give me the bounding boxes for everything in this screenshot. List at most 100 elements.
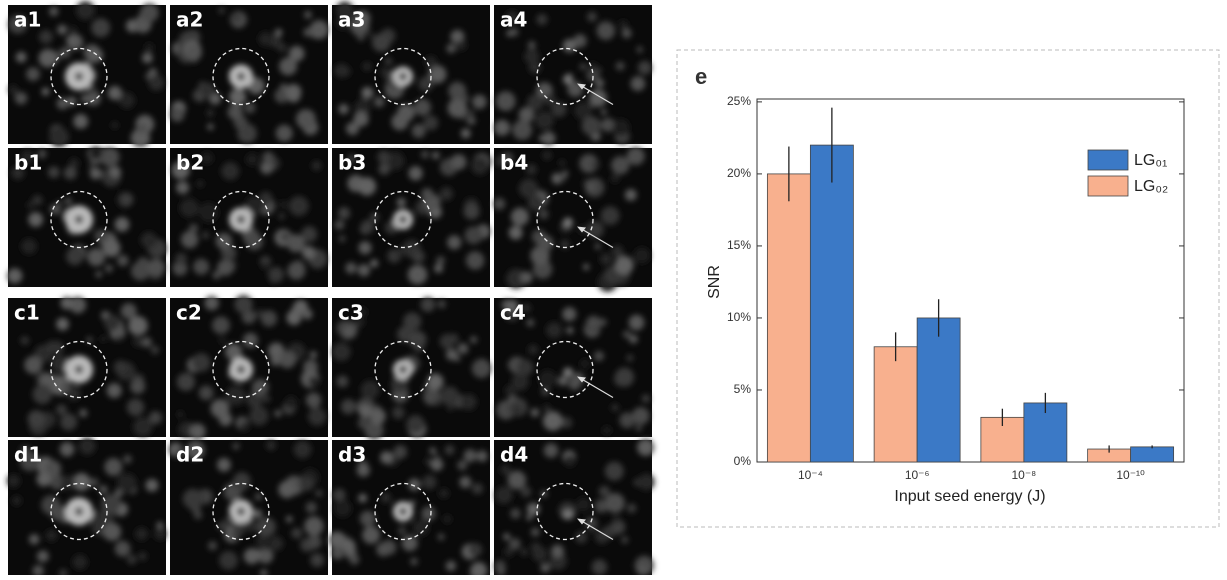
speckle-spot xyxy=(247,77,265,95)
speckle-spot xyxy=(428,65,447,84)
speckle-spot xyxy=(610,174,620,183)
dashed-circle xyxy=(374,482,432,541)
speckle-spot xyxy=(258,31,273,47)
speckle-spot xyxy=(345,262,357,274)
speckle-spot xyxy=(538,209,549,220)
speckle-spot xyxy=(286,515,293,523)
speckle-spot xyxy=(471,358,492,379)
beam xyxy=(563,509,573,520)
speckle-spot xyxy=(573,34,587,48)
beam-core xyxy=(399,507,407,516)
speckle-spot xyxy=(111,121,119,129)
speckle-spot xyxy=(558,159,566,166)
speckle-spot xyxy=(337,207,351,220)
panel-label: b1 xyxy=(14,151,42,175)
speckle-spot xyxy=(447,98,468,118)
y-tick-label: 20% xyxy=(727,166,751,180)
speckle-spot xyxy=(437,533,445,541)
speckle-spot xyxy=(493,197,506,210)
speckle-spot xyxy=(368,32,375,39)
speckle-spot xyxy=(301,226,318,243)
speckle-spot xyxy=(241,309,256,324)
speckle-spot xyxy=(66,96,77,107)
panel-label: c1 xyxy=(14,301,40,325)
arrow xyxy=(578,376,614,399)
dashed-circle xyxy=(50,340,108,399)
speckle-spot xyxy=(221,162,240,181)
speckle xyxy=(7,146,167,284)
speckle-spot xyxy=(579,63,587,70)
y-tick-label: 10% xyxy=(727,310,751,324)
speckle-spot xyxy=(391,406,405,420)
speckle-spot xyxy=(448,81,467,100)
speckle-spot xyxy=(471,483,483,495)
speckle-spot xyxy=(409,499,416,507)
speckle-spot xyxy=(45,340,59,355)
speckle-spot xyxy=(520,271,533,284)
speckle-spot xyxy=(260,161,274,175)
speckle-spot xyxy=(586,182,596,192)
speckle-spot xyxy=(20,149,35,164)
legend-label: LG₀₁ xyxy=(1134,152,1167,169)
speckle xyxy=(328,445,488,580)
speckle-spot xyxy=(373,96,385,108)
speckle-spot xyxy=(45,529,58,542)
speckle-spot xyxy=(356,306,367,318)
speckle-spot xyxy=(249,406,269,426)
speckle-spot xyxy=(470,336,478,344)
speckle-spot xyxy=(358,404,372,418)
speckle-spot xyxy=(353,111,369,127)
speckle-spot xyxy=(148,411,162,425)
speckle-spot xyxy=(418,76,434,92)
speckle-spot xyxy=(66,247,84,266)
speckle-spot xyxy=(614,367,635,387)
speckle-spot xyxy=(114,217,130,232)
speckle-spot xyxy=(575,531,588,544)
speckle-spot xyxy=(256,517,276,537)
image-panel: b2 xyxy=(170,148,328,287)
speckle-spot xyxy=(511,404,523,416)
speckle-spot xyxy=(198,385,214,401)
speckle-spot xyxy=(421,188,434,201)
speckle-spot xyxy=(21,238,37,255)
speckle-spot xyxy=(530,527,540,537)
speckle-spot xyxy=(612,514,621,523)
speckle-spot xyxy=(615,61,625,71)
speckle-spot xyxy=(128,315,148,336)
beam-core xyxy=(399,365,407,374)
speckle-spot xyxy=(225,385,246,406)
speckle-spot xyxy=(69,296,87,314)
speckle-spot xyxy=(76,0,95,20)
y-tick-label: 15% xyxy=(727,238,751,252)
beam-core xyxy=(399,215,407,224)
speckle-spot xyxy=(278,351,297,369)
speckle-spot xyxy=(360,380,380,400)
speckle-spot xyxy=(335,1,354,20)
beam-core xyxy=(75,507,83,516)
speckle-spot xyxy=(590,516,598,524)
speckle-spot xyxy=(309,20,329,40)
panel-label: b2 xyxy=(176,151,204,175)
speckle-spot xyxy=(611,156,630,175)
speckle-spot xyxy=(431,151,440,160)
speckle xyxy=(496,299,650,435)
speckle-spot xyxy=(440,386,460,406)
speckle-spot xyxy=(232,472,251,490)
beam-core xyxy=(75,72,83,81)
speckle-spot xyxy=(476,450,488,462)
speckle-spot xyxy=(468,109,475,116)
speckle-spot xyxy=(510,207,529,226)
speckle-spot xyxy=(80,94,91,104)
speckle xyxy=(494,438,655,576)
plot-area xyxy=(756,98,1185,463)
speckle-spot xyxy=(66,34,78,47)
speckle-spot xyxy=(598,485,610,497)
speckle-spot xyxy=(130,128,151,148)
speckle-spot xyxy=(256,535,269,548)
speckle-spot xyxy=(274,410,282,417)
speckle-spot xyxy=(254,493,263,501)
speckle-spot xyxy=(95,270,103,278)
speckle-spot xyxy=(217,522,225,530)
speckle-spot xyxy=(275,124,293,142)
legend-label: LG₀₂ xyxy=(1134,178,1168,195)
